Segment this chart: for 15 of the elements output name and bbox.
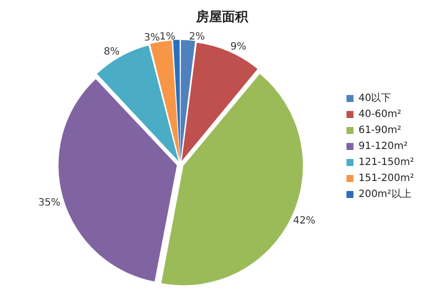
legend-label: 40-60m² <box>358 109 402 120</box>
data-label: 8% <box>104 46 120 58</box>
legend-label: 40以下 <box>358 92 392 104</box>
chart-title: 房屋面积 <box>195 9 249 26</box>
legend-label: 61-90m² <box>358 125 402 136</box>
data-label: 42% <box>293 216 316 227</box>
data-label: 1% <box>159 31 176 42</box>
data-label: 3% <box>144 32 160 44</box>
data-label: 35% <box>38 197 60 208</box>
legend-label: 200m²以上 <box>358 188 412 200</box>
legend-label: 151-200m² <box>358 173 414 184</box>
legend-label: 121-150m² <box>358 157 414 168</box>
data-label: 9% <box>230 41 246 52</box>
legend-label: 91-120m² <box>358 141 408 152</box>
data-label: 2% <box>189 31 205 42</box>
